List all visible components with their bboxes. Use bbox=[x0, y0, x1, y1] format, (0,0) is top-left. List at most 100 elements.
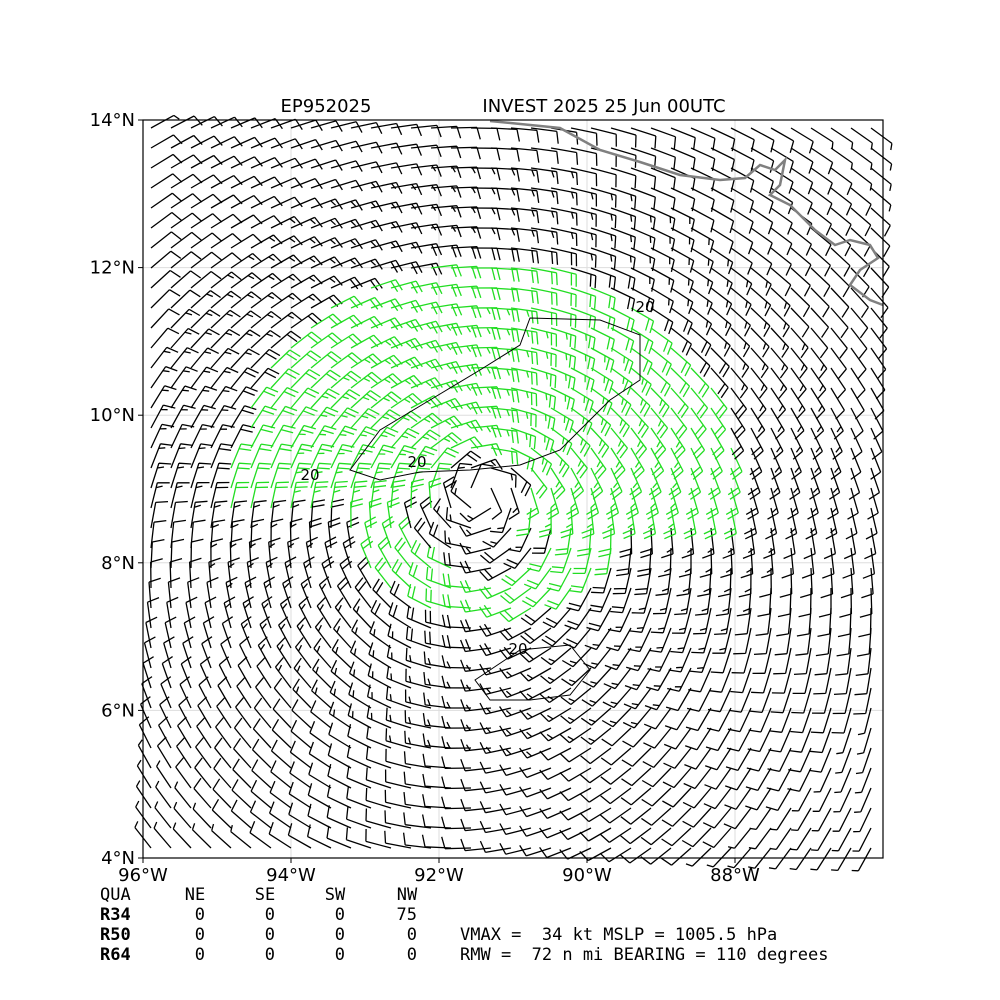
wind-barb bbox=[159, 696, 172, 729]
wind-barb bbox=[308, 741, 332, 769]
wind-barb bbox=[682, 807, 712, 828]
wind-barb bbox=[210, 252, 242, 269]
wind-barb bbox=[722, 527, 735, 559]
wind-barb bbox=[850, 407, 864, 440]
wind-barb bbox=[230, 156, 263, 169]
wind-barb bbox=[770, 287, 791, 317]
wind-barb bbox=[734, 607, 752, 636]
wind-barb bbox=[510, 427, 537, 449]
wind-barb bbox=[445, 507, 472, 529]
wind-barb bbox=[270, 330, 302, 349]
wind-barb bbox=[530, 327, 558, 347]
wind-barb bbox=[752, 647, 772, 675]
wind-barb bbox=[479, 742, 512, 755]
wind-barb bbox=[539, 847, 572, 859]
wind-barb bbox=[190, 347, 219, 369]
wind-barb bbox=[292, 678, 312, 709]
wind-barb bbox=[407, 583, 432, 609]
wind-barb bbox=[291, 699, 312, 729]
wind-barb bbox=[430, 341, 463, 355]
wind-barb bbox=[479, 840, 512, 854]
wind-barb bbox=[726, 727, 752, 752]
wind-barb bbox=[642, 747, 672, 768]
wind-barb bbox=[190, 116, 223, 129]
wind-barb bbox=[330, 407, 359, 429]
wind-barb bbox=[490, 287, 520, 303]
wind-barb bbox=[808, 747, 832, 773]
wind-barb bbox=[422, 753, 452, 769]
wind-barb bbox=[570, 267, 597, 289]
y-tick-label: 4°N bbox=[101, 848, 135, 869]
wind-barb bbox=[250, 253, 283, 269]
plot-frame bbox=[142, 119, 884, 859]
table-cell: 75 bbox=[397, 905, 417, 925]
wind-barb bbox=[230, 405, 257, 429]
wind-barb bbox=[270, 405, 298, 429]
wind-barb bbox=[559, 747, 592, 763]
wind-barb bbox=[650, 607, 672, 634]
wind-barb bbox=[550, 387, 575, 412]
wind-barb bbox=[750, 387, 767, 420]
wind-barb bbox=[250, 176, 283, 189]
wind-barb bbox=[790, 247, 812, 277]
wind-barb bbox=[290, 293, 323, 309]
wind-barb bbox=[135, 780, 152, 809]
wind-barb bbox=[370, 336, 403, 349]
wind-barb bbox=[830, 347, 847, 379]
wind-barb bbox=[137, 739, 152, 769]
wind-barb bbox=[346, 786, 372, 809]
wind-barb bbox=[550, 427, 573, 456]
table-cell: 0 bbox=[335, 945, 345, 965]
wind-barb bbox=[479, 702, 512, 715]
wind-barb bbox=[580, 747, 612, 765]
wind-barb bbox=[150, 443, 173, 469]
wind-barb bbox=[430, 415, 463, 429]
wind-barb bbox=[646, 667, 672, 692]
wind-barb bbox=[367, 663, 392, 689]
wind-barb bbox=[410, 539, 432, 569]
wind-barb bbox=[490, 167, 520, 182]
wind-barb bbox=[670, 627, 692, 654]
wind-barb bbox=[421, 834, 452, 849]
wind-barb bbox=[173, 801, 192, 829]
wind-barb bbox=[191, 823, 212, 849]
wind-barb bbox=[150, 114, 180, 129]
wind-barb bbox=[160, 676, 172, 709]
wind-barb bbox=[616, 547, 632, 577]
wind-barb bbox=[830, 327, 848, 359]
wind-barb bbox=[831, 847, 852, 872]
wind-barb bbox=[347, 703, 372, 729]
wind-barb bbox=[627, 627, 652, 653]
wind-barb bbox=[670, 147, 696, 171]
wind-barb bbox=[350, 121, 383, 134]
wind-barb bbox=[738, 567, 752, 598]
wind-barb bbox=[730, 207, 754, 234]
wind-barb bbox=[430, 283, 462, 297]
wind-barb bbox=[213, 757, 232, 789]
wind-barb bbox=[231, 779, 252, 809]
wind-barb bbox=[385, 686, 412, 709]
wind-barb bbox=[287, 823, 312, 849]
wind-barb bbox=[520, 627, 552, 645]
wind-barb bbox=[540, 647, 572, 666]
wind-barb bbox=[827, 487, 839, 520]
wind-barb bbox=[610, 207, 637, 229]
wind-barb bbox=[270, 138, 303, 150]
wind-barb bbox=[443, 552, 472, 569]
contour-label: 20 bbox=[407, 453, 426, 471]
wind-barb bbox=[664, 707, 692, 731]
wind-barb bbox=[230, 500, 248, 529]
wind-barb bbox=[444, 530, 472, 549]
wind-barb bbox=[704, 767, 732, 790]
wind-barb bbox=[374, 557, 392, 589]
wind-barb bbox=[695, 587, 712, 616]
wind-barb bbox=[345, 827, 372, 849]
wind-barb bbox=[612, 567, 632, 595]
wind-barb bbox=[230, 519, 245, 549]
wind-barb bbox=[641, 767, 672, 788]
wind-barb bbox=[156, 760, 172, 789]
wind-barb bbox=[490, 227, 520, 242]
wind-barb bbox=[251, 759, 272, 789]
wind-barb bbox=[790, 187, 813, 215]
wind-barb bbox=[288, 802, 312, 829]
